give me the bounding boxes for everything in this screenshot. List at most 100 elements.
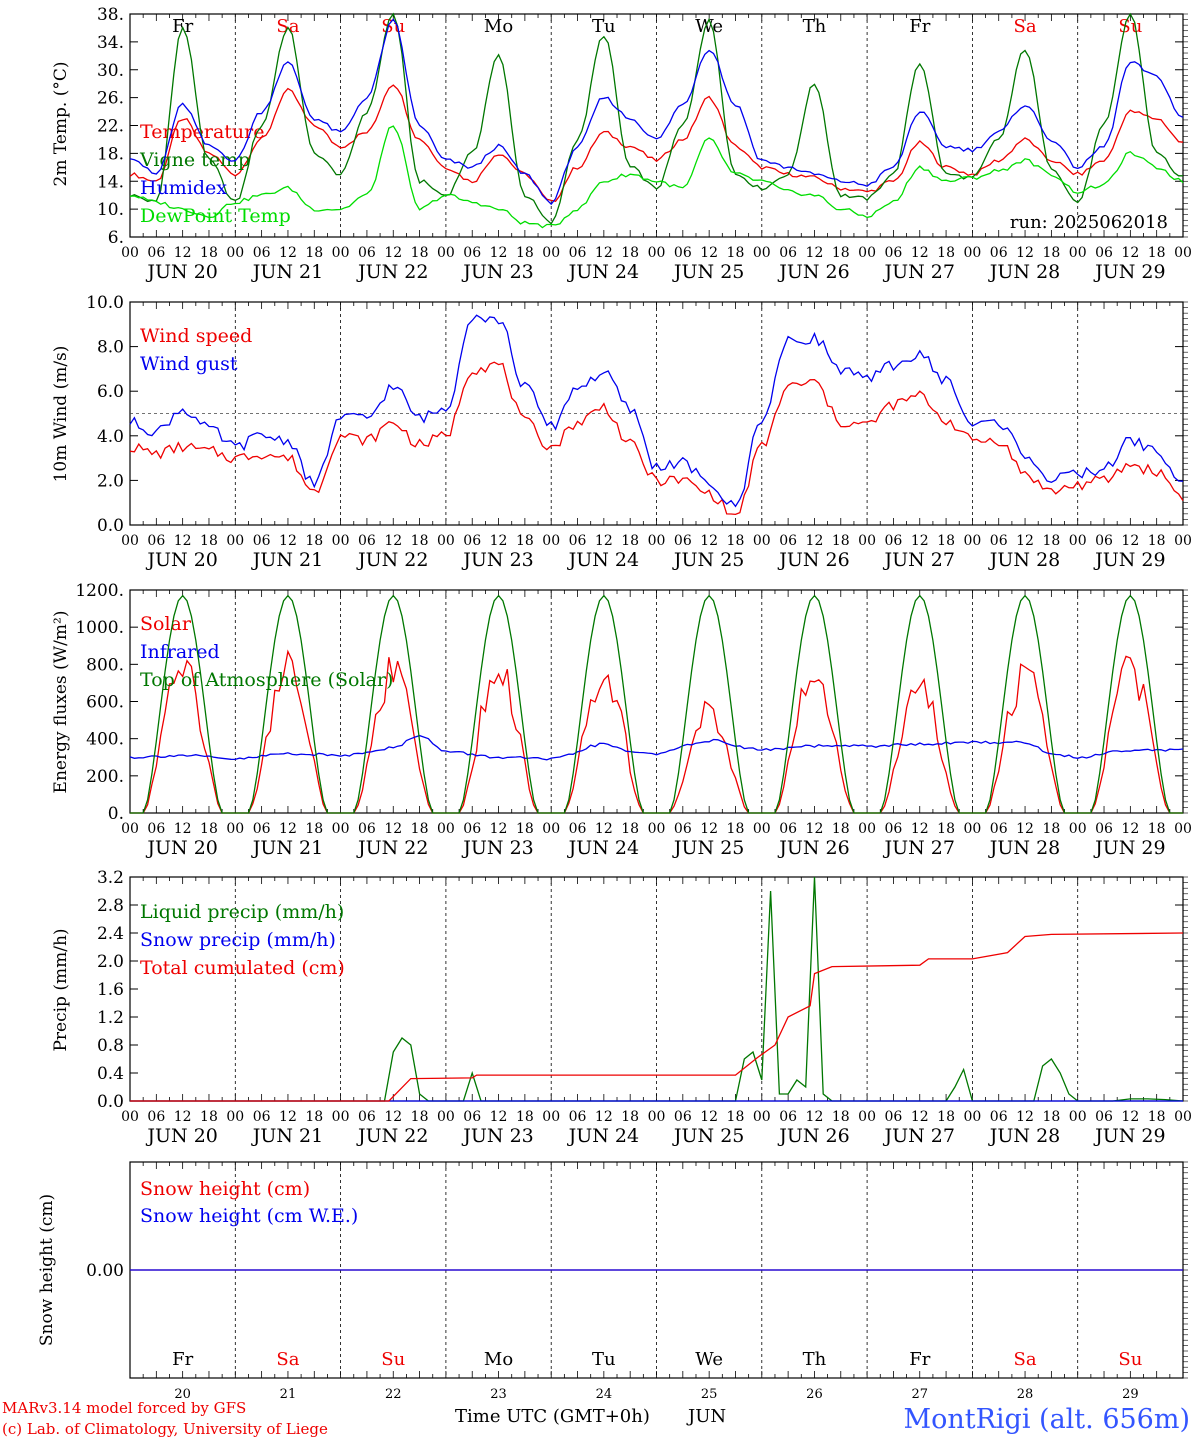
station-label: MontRigi (alt. 656m) [903,1404,1190,1435]
hour-tick-label: 00 [753,245,771,261]
date-label: JUN 27 [883,1125,955,1147]
hour-tick-label: 12 [490,1109,508,1125]
hour-tick-label: 18 [305,245,323,261]
date-label: JUN 26 [777,837,849,859]
x-axis-title: Time UTC (GMT+0h) [455,1406,650,1427]
panel-1: 6. 10. 14. 18. 22. 26. 30. 34. 38. 2m Temp. (°C) 0… [51,5,1192,283]
hour-tick-label: 18 [305,1109,323,1125]
y-tick-label: 2.8 [97,896,124,916]
date-label: JUN 25 [672,549,744,571]
hour-tick-label: 12 [490,821,508,837]
weekday-label: Th [803,1349,827,1370]
hour-tick-label: 06 [358,821,376,837]
weekday-label: Fr [909,1349,930,1370]
hour-tick-label: 18 [727,245,745,261]
hour-tick-label: 06 [990,1109,1008,1125]
hour-tick-label: 12 [384,821,402,837]
date-label: JUN 29 [1093,1125,1165,1147]
hour-tick-label: 12 [490,533,508,549]
hour-tick-label: 00 [437,533,455,549]
date-label: JUN 20 [145,549,217,571]
date-label: JUN 27 [883,837,955,859]
hour-tick-label: 00 [226,821,244,837]
day-number-label: 29 [1122,1387,1139,1402]
weekday-label: We [695,1349,723,1370]
y-tick-label: 1000. [75,618,124,638]
hour-tick-label: 18 [727,1109,745,1125]
hour-tick-label: 12 [595,821,613,837]
legend-entry: Snow precip (mm/h) [140,929,336,951]
weekday-label: Su [1118,16,1142,37]
hour-tick-label: 18 [832,533,850,549]
weekday-label: Su [1118,1349,1142,1370]
hour-tick-label: 06 [674,821,692,837]
hour-tick-label: 18 [200,245,218,261]
legend-entry: Vigne temp [139,149,250,171]
hour-tick-label: 12 [174,1109,192,1125]
date-label: JUN 21 [251,837,323,859]
hour-tick-label: 12 [806,245,824,261]
panel-4: 0.0 0.4 0.8 1.2 1.6 2.0 2.4 2.8 3.2 Precip (mm/h)… [51,868,1192,1147]
panel-3: 0. 200. 400. 600. 800. 1000. 1200.Energy fluxe… [51,581,1192,859]
hour-tick-label: 12 [279,1109,297,1125]
hour-tick-label: 00 [1174,1109,1192,1125]
y-tick-label: 18. [97,144,124,164]
hour-tick-label: 00 [226,245,244,261]
date-label: JUN 27 [883,549,955,571]
hour-tick-label: 00 [226,533,244,549]
hour-tick-label: 00 [1069,1109,1087,1125]
series-line-2 [129,734,1184,761]
hour-tick-label: 12 [911,245,929,261]
hour-tick-label: 00 [1174,533,1192,549]
hour-tick-label: 18 [832,821,850,837]
weekday-label: Tu [592,1349,616,1370]
hour-tick-label: 06 [253,1109,271,1125]
day-number-label: 22 [385,1387,402,1402]
hour-tick-label: 06 [779,245,797,261]
hour-tick-label: 06 [463,533,481,549]
y-tick-label: 8.0 [97,338,124,358]
model-credit: MARv3.14 model forced by GFS [2,1399,246,1417]
x-axis-month: JUN [686,1406,726,1427]
weekday-label: Th [803,16,827,37]
weekday-label: Tu [592,16,616,37]
hour-tick-label: 00 [1069,245,1087,261]
legend-entry: Solar [140,613,192,635]
hour-tick-label: 12 [174,533,192,549]
hour-tick-label: 00 [332,1109,350,1125]
hour-tick-label: 06 [674,1109,692,1125]
day-number-label: 21 [280,1387,297,1402]
date-label: JUN 22 [356,1125,428,1147]
hour-tick-label: 12 [595,533,613,549]
legend-entry: Infrared [140,641,220,663]
y-tick-label: 0.4 [97,1064,124,1084]
hour-tick-label: 12 [700,821,718,837]
weekday-label: Sa [1014,16,1037,37]
hour-tick-label: 12 [700,533,718,549]
hour-tick-label: 06 [569,533,587,549]
legend-entry: Total cumulated (cm) [140,957,345,979]
hour-tick-label: 18 [1042,1109,1060,1125]
hour-tick-label: 06 [147,821,165,837]
hour-tick-label: 12 [279,533,297,549]
hour-tick-label: 06 [779,821,797,837]
hour-tick-label: 00 [963,1109,981,1125]
hour-tick-label: 18 [937,245,955,261]
date-label: JUN 25 [672,837,744,859]
date-label: JUN 26 [777,549,849,571]
date-label: JUN 28 [988,837,1060,859]
hour-tick-label: 06 [253,245,271,261]
hour-tick-label: 18 [516,533,534,549]
y-tick-label: 4.0 [97,427,124,447]
date-label: JUN 28 [988,1125,1060,1147]
hour-tick-label: 06 [779,1109,797,1125]
date-label: JUN 22 [356,837,428,859]
hour-tick-label: 12 [279,245,297,261]
y-tick-label: 1.6 [97,980,124,1000]
series-line-2 [129,314,1184,508]
series-line-4 [129,125,1184,229]
hour-tick-label: 00 [858,533,876,549]
y-tick-label: 14. [97,172,124,192]
date-label: JUN 27 [883,261,955,283]
hour-tick-label: 18 [1148,245,1166,261]
